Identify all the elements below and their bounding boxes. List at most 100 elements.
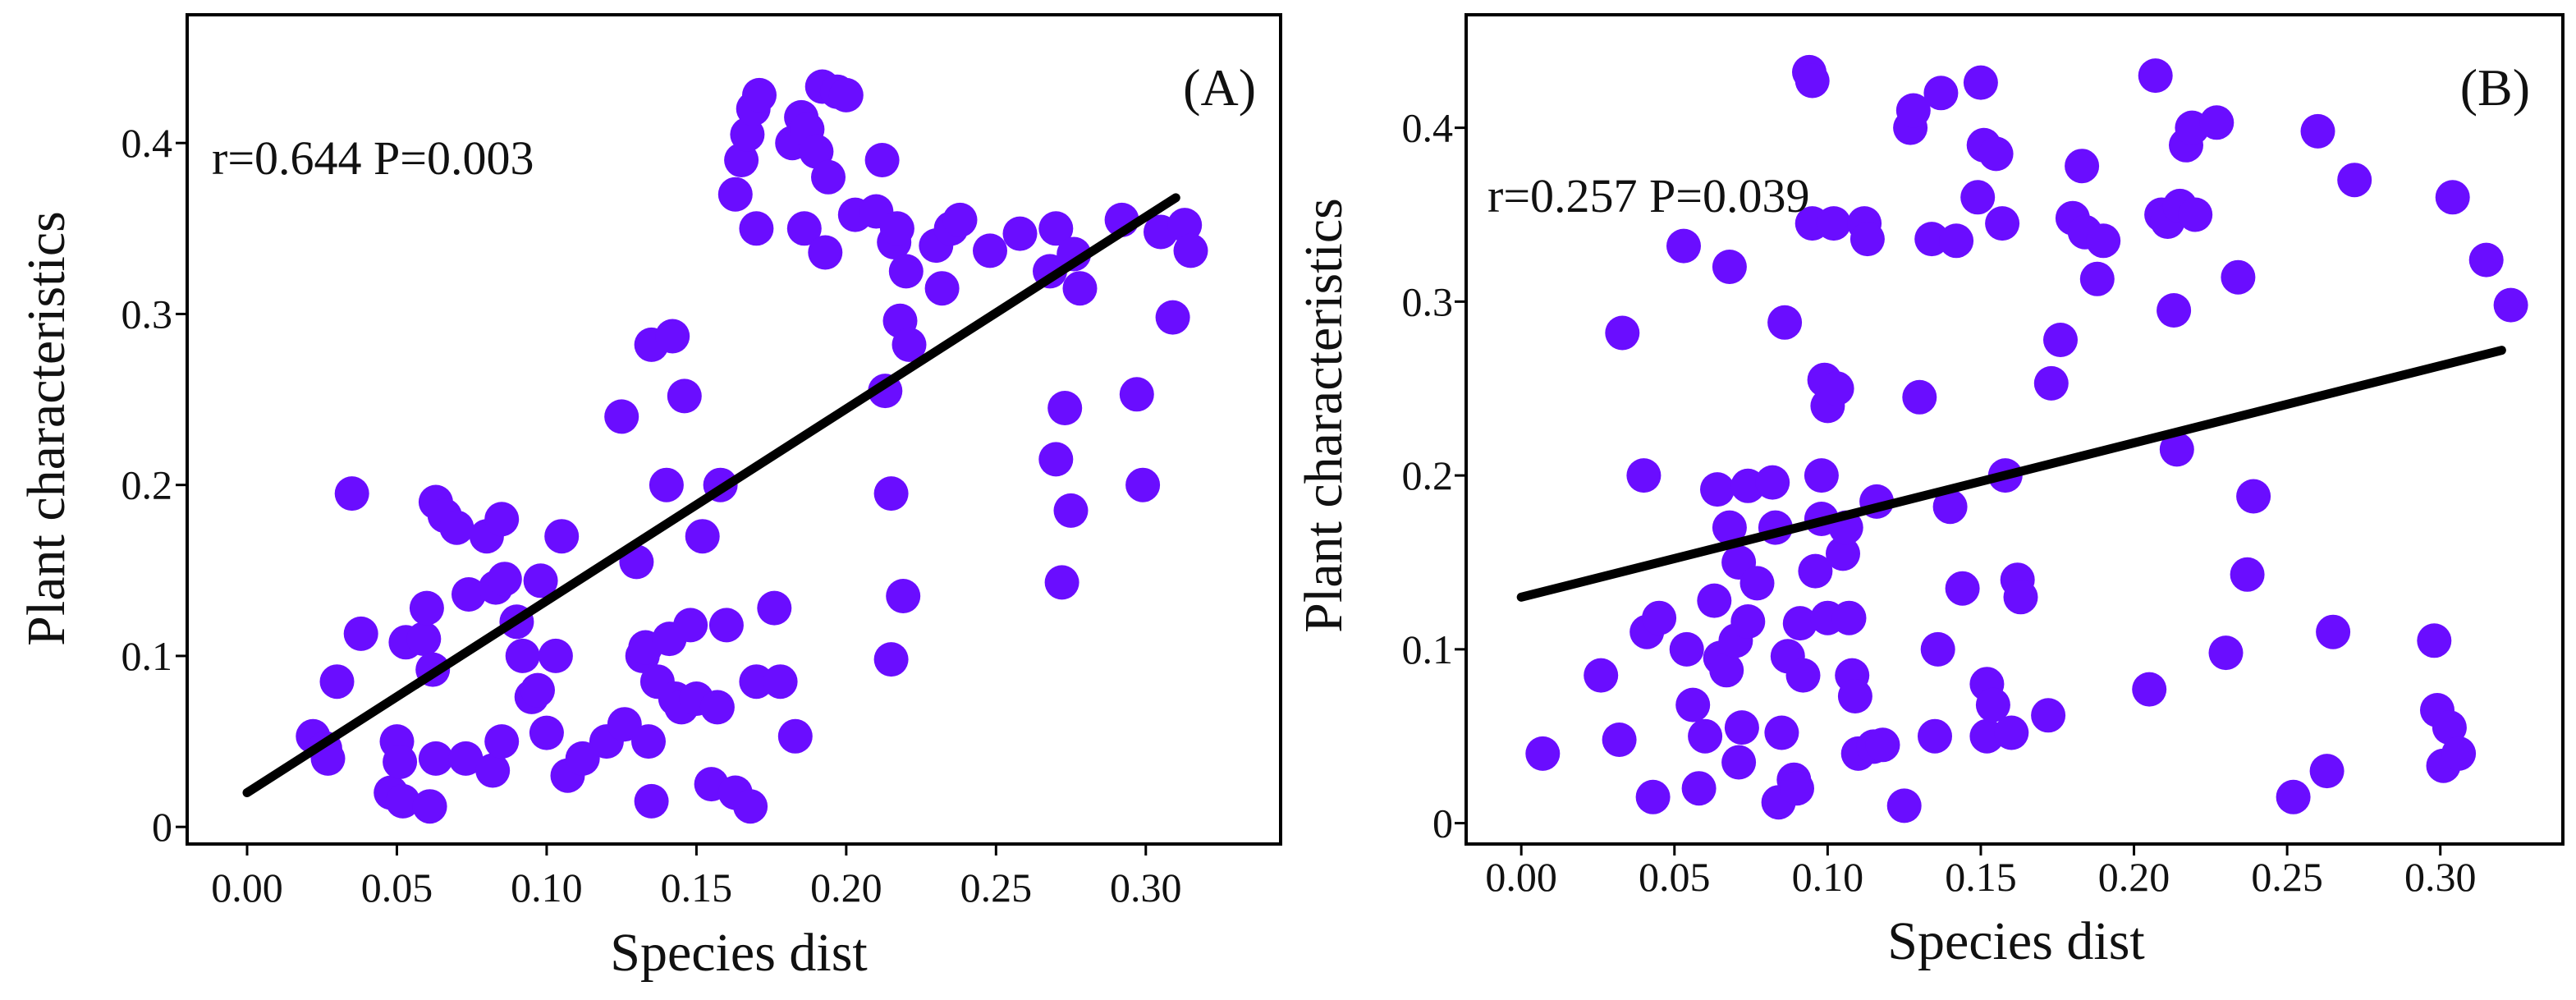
data-point bbox=[1125, 467, 1161, 502]
data-point bbox=[1945, 571, 1980, 606]
y-tick-label: 0 bbox=[152, 804, 172, 850]
data-point bbox=[717, 177, 753, 212]
data-point bbox=[873, 476, 909, 511]
x-tick-label: 0.25 bbox=[2251, 854, 2323, 900]
data-point bbox=[1994, 715, 2029, 750]
data-point bbox=[520, 672, 555, 708]
data-point bbox=[1918, 718, 1952, 754]
data-point bbox=[1920, 631, 1955, 667]
data-point bbox=[529, 715, 564, 750]
data-point bbox=[1831, 600, 1867, 635]
data-point bbox=[673, 608, 708, 643]
data-point bbox=[1712, 250, 1747, 284]
data-point bbox=[2300, 113, 2335, 149]
data-point bbox=[1635, 779, 1671, 814]
data-point bbox=[1044, 565, 1079, 600]
y-tick-label: 0.4 bbox=[1402, 105, 1454, 151]
data-point bbox=[406, 622, 442, 657]
data-point bbox=[1167, 208, 1203, 243]
data-point bbox=[708, 608, 744, 643]
data-point bbox=[1849, 222, 1885, 257]
data-point bbox=[2337, 163, 2372, 198]
data-point bbox=[1755, 465, 1790, 500]
data-point bbox=[1804, 458, 1839, 493]
data-point bbox=[1826, 536, 1860, 571]
data-point bbox=[685, 519, 720, 554]
data-point bbox=[1002, 216, 1038, 251]
x-tick-label: 0.30 bbox=[1110, 865, 1182, 911]
data-point bbox=[2043, 323, 2078, 357]
data-point bbox=[1960, 180, 1996, 215]
y-tick-label: 0.3 bbox=[1402, 278, 1454, 324]
x-tick-label: 0.20 bbox=[2098, 854, 2170, 900]
data-point bbox=[892, 327, 927, 362]
data-point bbox=[1764, 715, 1799, 750]
data-point bbox=[451, 577, 486, 612]
data-point bbox=[1709, 653, 1744, 688]
data-point bbox=[699, 690, 735, 725]
x-tick-label: 0.10 bbox=[511, 865, 583, 911]
data-point bbox=[2468, 242, 2504, 278]
x-tick-label: 0.15 bbox=[661, 865, 733, 911]
data-point bbox=[1780, 771, 1814, 806]
data-point bbox=[1902, 379, 1937, 415]
data-point bbox=[733, 789, 768, 824]
data-point bbox=[1932, 489, 1968, 525]
plot-frame bbox=[1464, 13, 2565, 846]
data-point bbox=[667, 378, 702, 414]
data-point bbox=[2031, 698, 2066, 733]
data-point bbox=[742, 77, 777, 112]
y-axis-title: Plant characteristics bbox=[16, 211, 76, 646]
data-point bbox=[1985, 206, 2020, 241]
correlation-annotation: r=0.257 P=0.039 bbox=[1487, 169, 1810, 222]
data-point bbox=[2199, 105, 2235, 140]
data-point bbox=[1605, 315, 1640, 351]
data-point bbox=[1963, 65, 1998, 100]
data-point bbox=[2033, 365, 2069, 401]
data-point bbox=[1819, 371, 1854, 406]
data-point bbox=[565, 741, 600, 776]
data-point bbox=[1923, 76, 1959, 111]
panel-label: (A) bbox=[1183, 58, 1256, 117]
data-point bbox=[319, 664, 355, 700]
regression-line bbox=[242, 193, 1180, 798]
data-point bbox=[739, 664, 774, 700]
data-point bbox=[334, 476, 369, 511]
data-point bbox=[1975, 687, 2010, 722]
data-point bbox=[1767, 305, 1803, 340]
data-point bbox=[523, 563, 558, 599]
x-tick-label: 0.20 bbox=[810, 865, 882, 911]
data-point bbox=[1675, 687, 1711, 722]
x-tick-label: 0.05 bbox=[361, 865, 433, 911]
regression-line bbox=[1516, 346, 2506, 602]
data-point bbox=[1666, 228, 1701, 264]
data-point bbox=[1739, 566, 1775, 601]
data-point bbox=[1712, 510, 1747, 545]
x-tick-label: 0.30 bbox=[2404, 854, 2477, 900]
x-tick-label: 0.25 bbox=[960, 865, 1033, 911]
data-point bbox=[448, 741, 484, 776]
data-point bbox=[409, 590, 444, 626]
panel-b: 0.00 0.05 0.10 0.15 0.20 0.25 0.30 0 0.1 0.2 0.3 0… bbox=[1294, 13, 2565, 971]
data-point bbox=[1700, 472, 1735, 507]
data-point bbox=[2132, 672, 2167, 707]
data-point bbox=[2178, 197, 2213, 232]
data-point bbox=[544, 519, 580, 554]
correlation-annotation: r=0.644 P=0.003 bbox=[212, 131, 534, 185]
data-point bbox=[1047, 391, 1083, 425]
data-point bbox=[888, 254, 924, 289]
y-tick-label: 0.2 bbox=[121, 462, 173, 508]
data-point bbox=[1681, 771, 1717, 806]
data-point bbox=[2208, 635, 2244, 671]
data-point bbox=[886, 579, 921, 613]
data-point bbox=[1062, 271, 1098, 306]
data-point bbox=[418, 741, 453, 776]
data-point bbox=[1155, 300, 1190, 335]
data-point bbox=[1053, 493, 1089, 528]
data-point bbox=[2435, 180, 2470, 215]
data-point bbox=[1886, 788, 1922, 823]
x-axis-title: Species dist bbox=[610, 923, 867, 983]
panel-a: 0.00 0.05 0.10 0.15 0.20 0.25 0.30 0 0.1 0.2 0.3 0… bbox=[16, 13, 1282, 983]
data-point bbox=[412, 789, 447, 824]
